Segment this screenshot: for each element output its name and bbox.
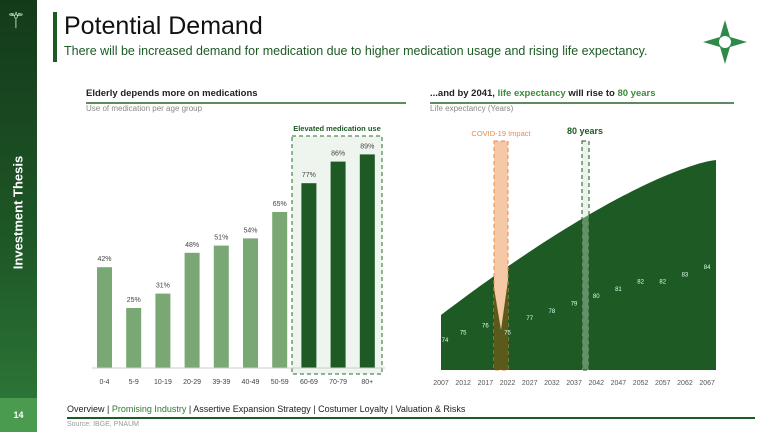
footer-divider — [67, 417, 755, 419]
title-accent — [53, 12, 57, 62]
value-label: 83 — [682, 272, 689, 278]
x-tick-label: 0-4 — [99, 379, 109, 386]
nav-separator: | — [310, 404, 319, 414]
page-subtitle: There will be increased demand for medic… — [64, 44, 648, 58]
value-label: 78 — [549, 309, 556, 315]
bar-value-label: 54% — [243, 227, 257, 234]
bar-value-label: 51% — [214, 235, 228, 242]
bar-value-label: 42% — [97, 256, 111, 263]
bar-value-label: 31% — [156, 283, 170, 290]
right-heading-pre: ...and by 2041, — [430, 88, 498, 99]
star-cross-logo-icon — [703, 20, 747, 64]
left-caption: Use of medication per age group — [86, 104, 203, 113]
section-nav: Overview | Promising Industry | Assertiv… — [67, 404, 465, 414]
nav-separator: | — [186, 404, 194, 414]
right-heading-highlight-2: 80 years — [617, 88, 656, 99]
x-tick-label: 2007 — [433, 380, 449, 387]
bar-10-19 — [155, 293, 171, 368]
x-tick-label: 2037 — [566, 380, 582, 387]
bar-value-label: 25% — [127, 297, 141, 304]
page-number: 14 — [0, 398, 37, 432]
bar-20-29 — [184, 252, 200, 368]
right-heading: ...and by 2041, life expectancy will ris… — [430, 88, 734, 104]
nav-link[interactable]: Overview — [67, 404, 105, 414]
x-tick-label: 5-9 — [129, 379, 139, 386]
bar-value-label: 86% — [331, 151, 345, 158]
marker-label: 80 years — [567, 126, 603, 136]
nav-link[interactable]: Costumer Loyalty — [318, 404, 389, 414]
right-heading-mid: will rise to — [565, 88, 618, 99]
value-label: 74 — [442, 338, 449, 344]
x-tick-label: 2017 — [478, 380, 494, 387]
x-tick-label: 80+ — [361, 379, 373, 386]
value-label: 79 — [571, 302, 578, 308]
marker-80-years — [581, 140, 590, 371]
x-tick-label: 2012 — [455, 380, 471, 387]
area-series — [441, 160, 716, 370]
bar-value-label: 77% — [302, 172, 316, 179]
value-label: 77 — [526, 316, 533, 322]
x-tick-label: 40-49 — [242, 379, 260, 386]
right-heading-highlight: life expectancy — [497, 88, 566, 99]
x-tick-label: 2032 — [544, 380, 560, 387]
x-tick-label: 2027 — [522, 380, 538, 387]
bar-value-label: 89% — [360, 143, 374, 150]
covid-dip — [494, 280, 508, 370]
nav-separator: | — [104, 404, 112, 414]
x-tick-label: 60-69 — [300, 379, 318, 386]
x-tick-label: 2062 — [677, 380, 693, 387]
value-label: 75 — [460, 331, 467, 337]
value-label: 82 — [659, 280, 666, 286]
bar-5-9 — [126, 308, 142, 368]
nav-link[interactable]: Promising Industry — [111, 404, 187, 414]
x-tick-label: 2047 — [611, 380, 627, 387]
x-tick-label: 2067 — [699, 380, 715, 387]
x-tick-label: 50-59 — [271, 379, 289, 386]
bar-value-label: 48% — [185, 242, 199, 249]
bar-60-69 — [301, 183, 317, 368]
bar-value-label: 65% — [273, 201, 287, 208]
right-caption: Life expectancy (Years) — [430, 104, 514, 113]
x-tick-label: 2022 — [500, 380, 516, 387]
x-tick-label: 2042 — [588, 380, 604, 387]
bar-70-79 — [330, 161, 346, 368]
left-heading: Elderly depends more on medications — [86, 88, 406, 104]
highlight-label: Elevated medication use — [293, 124, 381, 133]
winged-staff-icon: ⚚ — [6, 8, 26, 33]
bar-40-49 — [243, 238, 258, 368]
medication-bar-chart: Elevated medication use 42% 0-4 25% 5-9 31% 1… — [92, 124, 385, 386]
x-tick-label: 2057 — [655, 380, 671, 387]
x-tick-label: 2052 — [633, 380, 649, 387]
bar-50-59 — [272, 212, 288, 368]
nav-link[interactable]: Valuation & Risks — [395, 404, 466, 414]
nav-separator: | — [388, 404, 396, 414]
value-label: 75 — [504, 331, 511, 337]
bar-39-39 — [213, 245, 229, 368]
value-label: 82 — [637, 280, 644, 286]
page-title: Potential Demand — [64, 12, 263, 40]
nav-link[interactable]: Assertive Expansion Strategy — [193, 404, 311, 414]
source-note: Source: IBGE, PNAUM — [67, 421, 139, 428]
value-label: 81 — [615, 287, 622, 293]
x-tick-label: 10-19 — [154, 379, 172, 386]
x-tick-label: 20-29 — [183, 379, 201, 386]
value-label: 76 — [482, 323, 489, 329]
value-label: 84 — [704, 265, 711, 271]
covid-label: COVID-19 Impact — [471, 129, 531, 138]
x-tick-label: 39-39 — [212, 379, 230, 386]
sidebar: ⚚ Investment Thesis 14 — [0, 0, 37, 432]
bar-0-4 — [97, 267, 112, 368]
x-tick-label: 70-79 — [329, 379, 347, 386]
life-expectancy-area-chart: COVID-19 Impact 80 years 74 2007 75 2012 76 201… — [433, 126, 716, 387]
value-label: 80 — [593, 294, 600, 300]
bar-80+ — [359, 154, 375, 368]
